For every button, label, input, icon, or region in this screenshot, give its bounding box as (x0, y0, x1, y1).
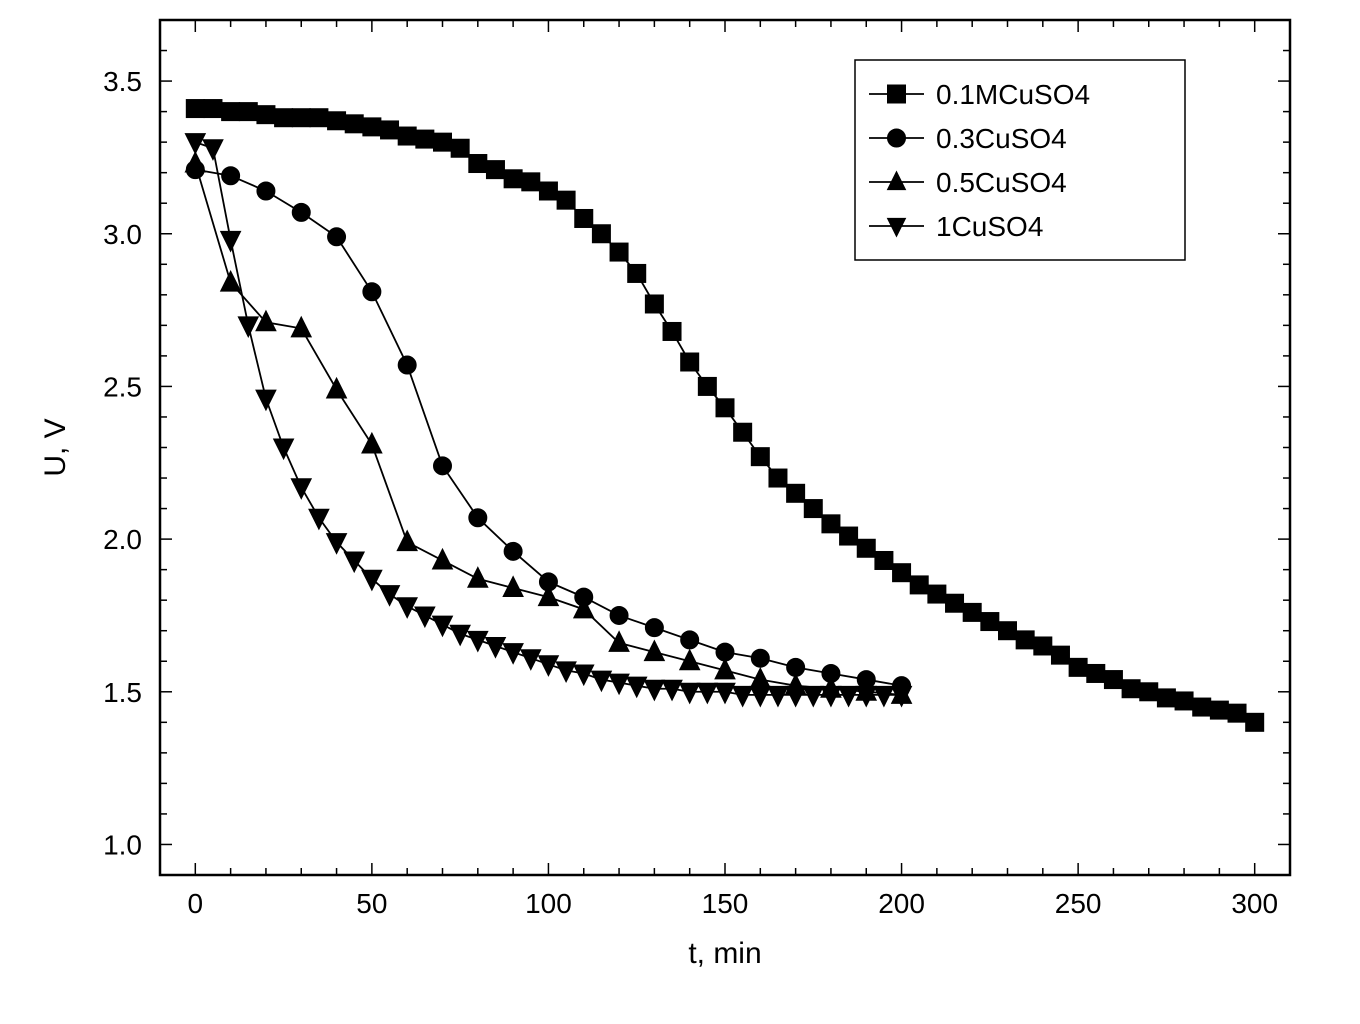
line-chart: 0 50 100 150 200 250 300 t, min 1.0 1.5 2.0 2.5 3.0 3… (0, 0, 1360, 1024)
legend-label: 0.1MCuSO4 (936, 79, 1090, 110)
y-axis-label: U, V (39, 418, 72, 476)
x-axis-label: t, min (688, 937, 761, 970)
y-tick-label: 1.0 (103, 829, 142, 860)
x-tick-label: 200 (878, 888, 925, 919)
y-tick-label: 1.5 (103, 677, 142, 708)
x-tick-label: 150 (702, 888, 749, 919)
chart-container: 0 50 100 150 200 250 300 t, min 1.0 1.5 2.0 2.5 3.0 3… (0, 0, 1360, 1024)
legend: 0.1MCuSO4 0.3CuSO4 0.5CuSO4 1CuSO4 (855, 60, 1185, 260)
y-tick-label: 3.5 (103, 66, 142, 97)
x-tick-label: 250 (1055, 888, 1102, 919)
x-tick-label: 50 (356, 888, 387, 919)
y-tick-label: 2.0 (103, 524, 142, 555)
x-tick-label: 0 (188, 888, 204, 919)
legend-label: 0.3CuSO4 (936, 123, 1067, 154)
legend-label: 0.5CuSO4 (936, 167, 1067, 198)
y-tick-label: 2.5 (103, 371, 142, 402)
legend-label: 1CuSO4 (936, 211, 1043, 242)
x-tick-label: 300 (1231, 888, 1278, 919)
x-tick-label: 100 (525, 888, 572, 919)
y-tick-label: 3.0 (103, 219, 142, 250)
